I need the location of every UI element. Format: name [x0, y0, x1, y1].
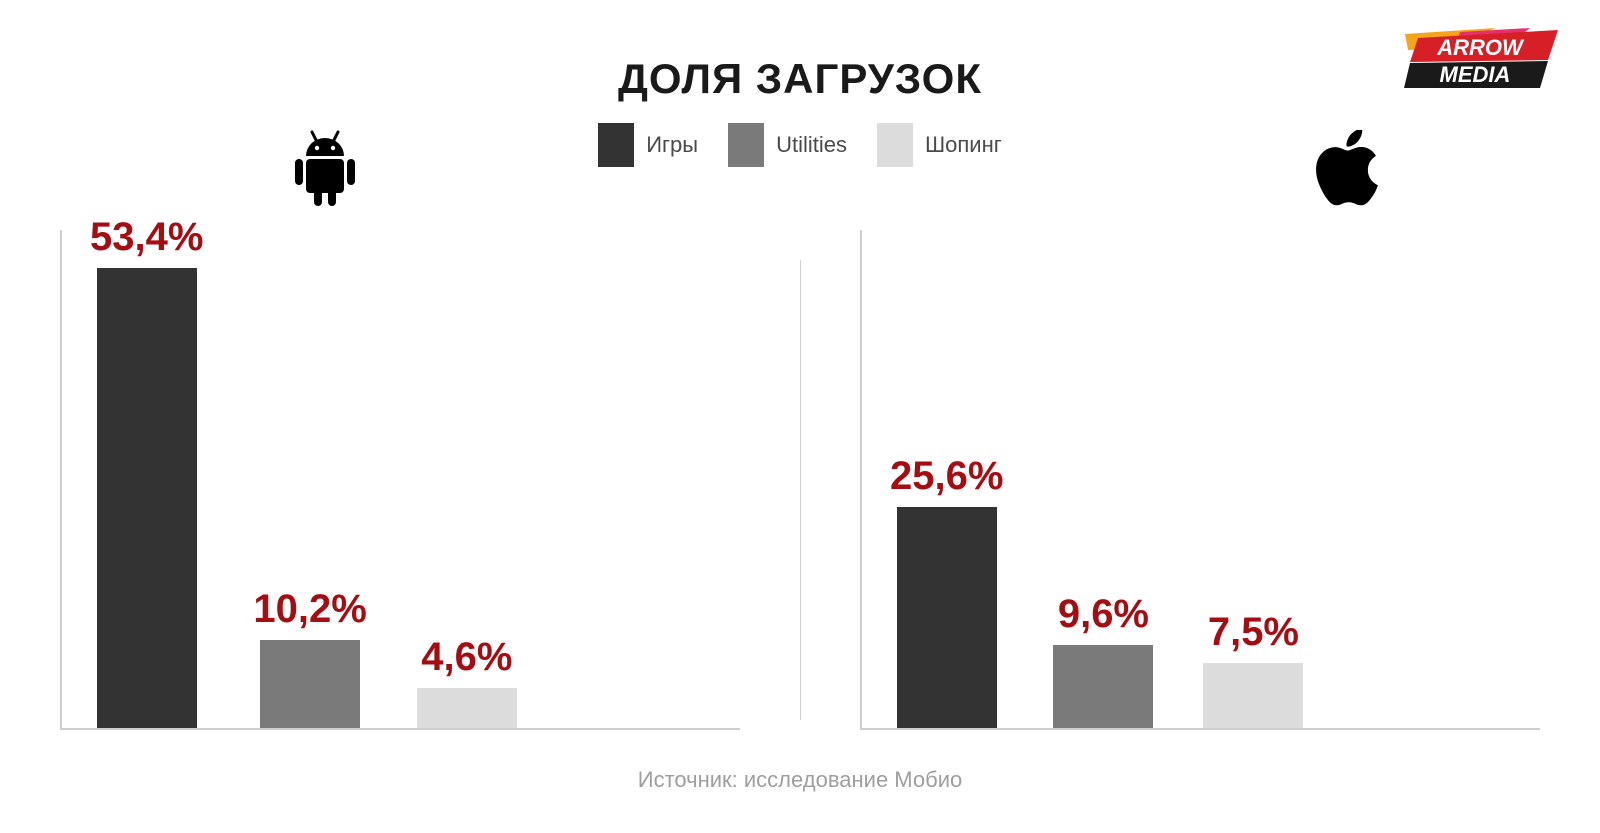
bar-value-label: 53,4% [90, 215, 203, 260]
legend-label: Шопинг [925, 132, 1002, 158]
chart-title: ДОЛЯ ЗАГРУЗОК [0, 0, 1600, 103]
bar [1053, 645, 1153, 728]
bar-group: 53,4% [90, 215, 203, 728]
logo-text-2: MEDIA [1440, 62, 1511, 87]
bar [417, 688, 517, 728]
legend-swatch [598, 123, 634, 167]
axis-x [60, 728, 740, 730]
bar-value-label: 25,6% [890, 454, 1003, 499]
bars: 25,6% 9,6% 7,5% [890, 454, 1303, 728]
legend-item: Utilities [728, 123, 847, 167]
bar-group: 7,5% [1203, 610, 1303, 728]
brand-logo: ARROW MEDIA [1400, 28, 1560, 88]
logo-text-1: ARROW [1436, 35, 1525, 60]
axis-x [860, 728, 1540, 730]
panel-apple: 25,6% 9,6% 7,5% [800, 230, 1600, 730]
bar-group: 25,6% [890, 454, 1003, 728]
bar-value-label: 9,6% [1058, 592, 1149, 637]
bar-group: 10,2% [253, 587, 366, 728]
bar-value-label: 10,2% [253, 587, 366, 632]
apple-icon [1315, 130, 1379, 211]
legend-item: Игры [598, 123, 698, 167]
panel-android: 53,4% 10,2% 4,6% [0, 230, 800, 730]
bar [1203, 663, 1303, 728]
axis-y [860, 230, 862, 730]
bar [897, 507, 997, 728]
legend-swatch [728, 123, 764, 167]
bar-group: 9,6% [1053, 592, 1153, 728]
source-text: Источник: исследование Мобио [0, 767, 1600, 793]
bar-value-label: 7,5% [1208, 610, 1299, 655]
bar-group: 4,6% [417, 635, 517, 728]
android-icon [290, 130, 360, 215]
legend-swatch [877, 123, 913, 167]
bar [97, 268, 197, 728]
legend-item: Шопинг [877, 123, 1002, 167]
axis-y [60, 230, 62, 730]
bar-value-label: 4,6% [421, 635, 512, 680]
charts-region: 53,4% 10,2% 4,6% [0, 230, 1600, 730]
legend-label: Utilities [776, 132, 847, 158]
legend-label: Игры [646, 132, 698, 158]
bars: 53,4% 10,2% 4,6% [90, 215, 517, 728]
bar [260, 640, 360, 728]
